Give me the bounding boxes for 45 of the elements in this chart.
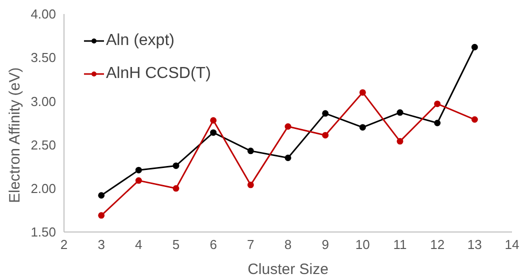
point: [359, 89, 366, 96]
point: [98, 192, 105, 199]
point: [284, 154, 292, 162]
x-tick-label: 3: [98, 237, 105, 252]
point: [135, 166, 142, 174]
legend-label: AlnH CCSD(T): [106, 64, 211, 82]
x-tick-label: 10: [355, 237, 370, 252]
x-tick-label: 4: [135, 237, 142, 252]
x-tick-label: 2: [60, 237, 68, 252]
x-tick-label: 5: [172, 237, 180, 252]
point: [359, 124, 366, 131]
x-tick-label: 13: [467, 237, 482, 252]
point: [434, 100, 441, 108]
x-tick-label: 6: [210, 237, 217, 252]
point: [210, 117, 217, 124]
x-tick-label: 9: [322, 237, 329, 252]
y-tick-label: 3.00: [30, 94, 56, 109]
point: [396, 109, 404, 116]
x-tick-label: 12: [430, 237, 445, 252]
y-tick-label: 1.50: [30, 224, 56, 240]
point: [247, 148, 254, 154]
x-tick-label: 8: [284, 237, 292, 252]
y-tick-label: 2.50: [30, 137, 56, 152]
y-axis-title: Electron Affinity (eV): [6, 67, 24, 203]
point: [471, 116, 478, 123]
point: [135, 177, 142, 184]
point: [172, 185, 180, 192]
point: [172, 162, 180, 169]
point: [434, 120, 441, 126]
point: [210, 129, 217, 136]
point: [396, 138, 404, 145]
x-tick-label: 11: [393, 237, 407, 252]
point: [471, 44, 478, 50]
y-tick-label: 3.50: [30, 50, 56, 66]
y-tick-label: 4.00: [30, 6, 56, 22]
x-axis-title: Cluster Size: [248, 261, 328, 278]
point: [322, 110, 329, 117]
legend-label: Aln (expt): [106, 32, 174, 50]
point: [247, 182, 254, 188]
point: [284, 123, 292, 130]
point: [322, 132, 329, 138]
x-tick-label: 7: [247, 237, 254, 252]
x-tick-label: 14: [504, 237, 520, 252]
point: [98, 212, 105, 219]
y-tick-label: 2.00: [30, 181, 56, 196]
